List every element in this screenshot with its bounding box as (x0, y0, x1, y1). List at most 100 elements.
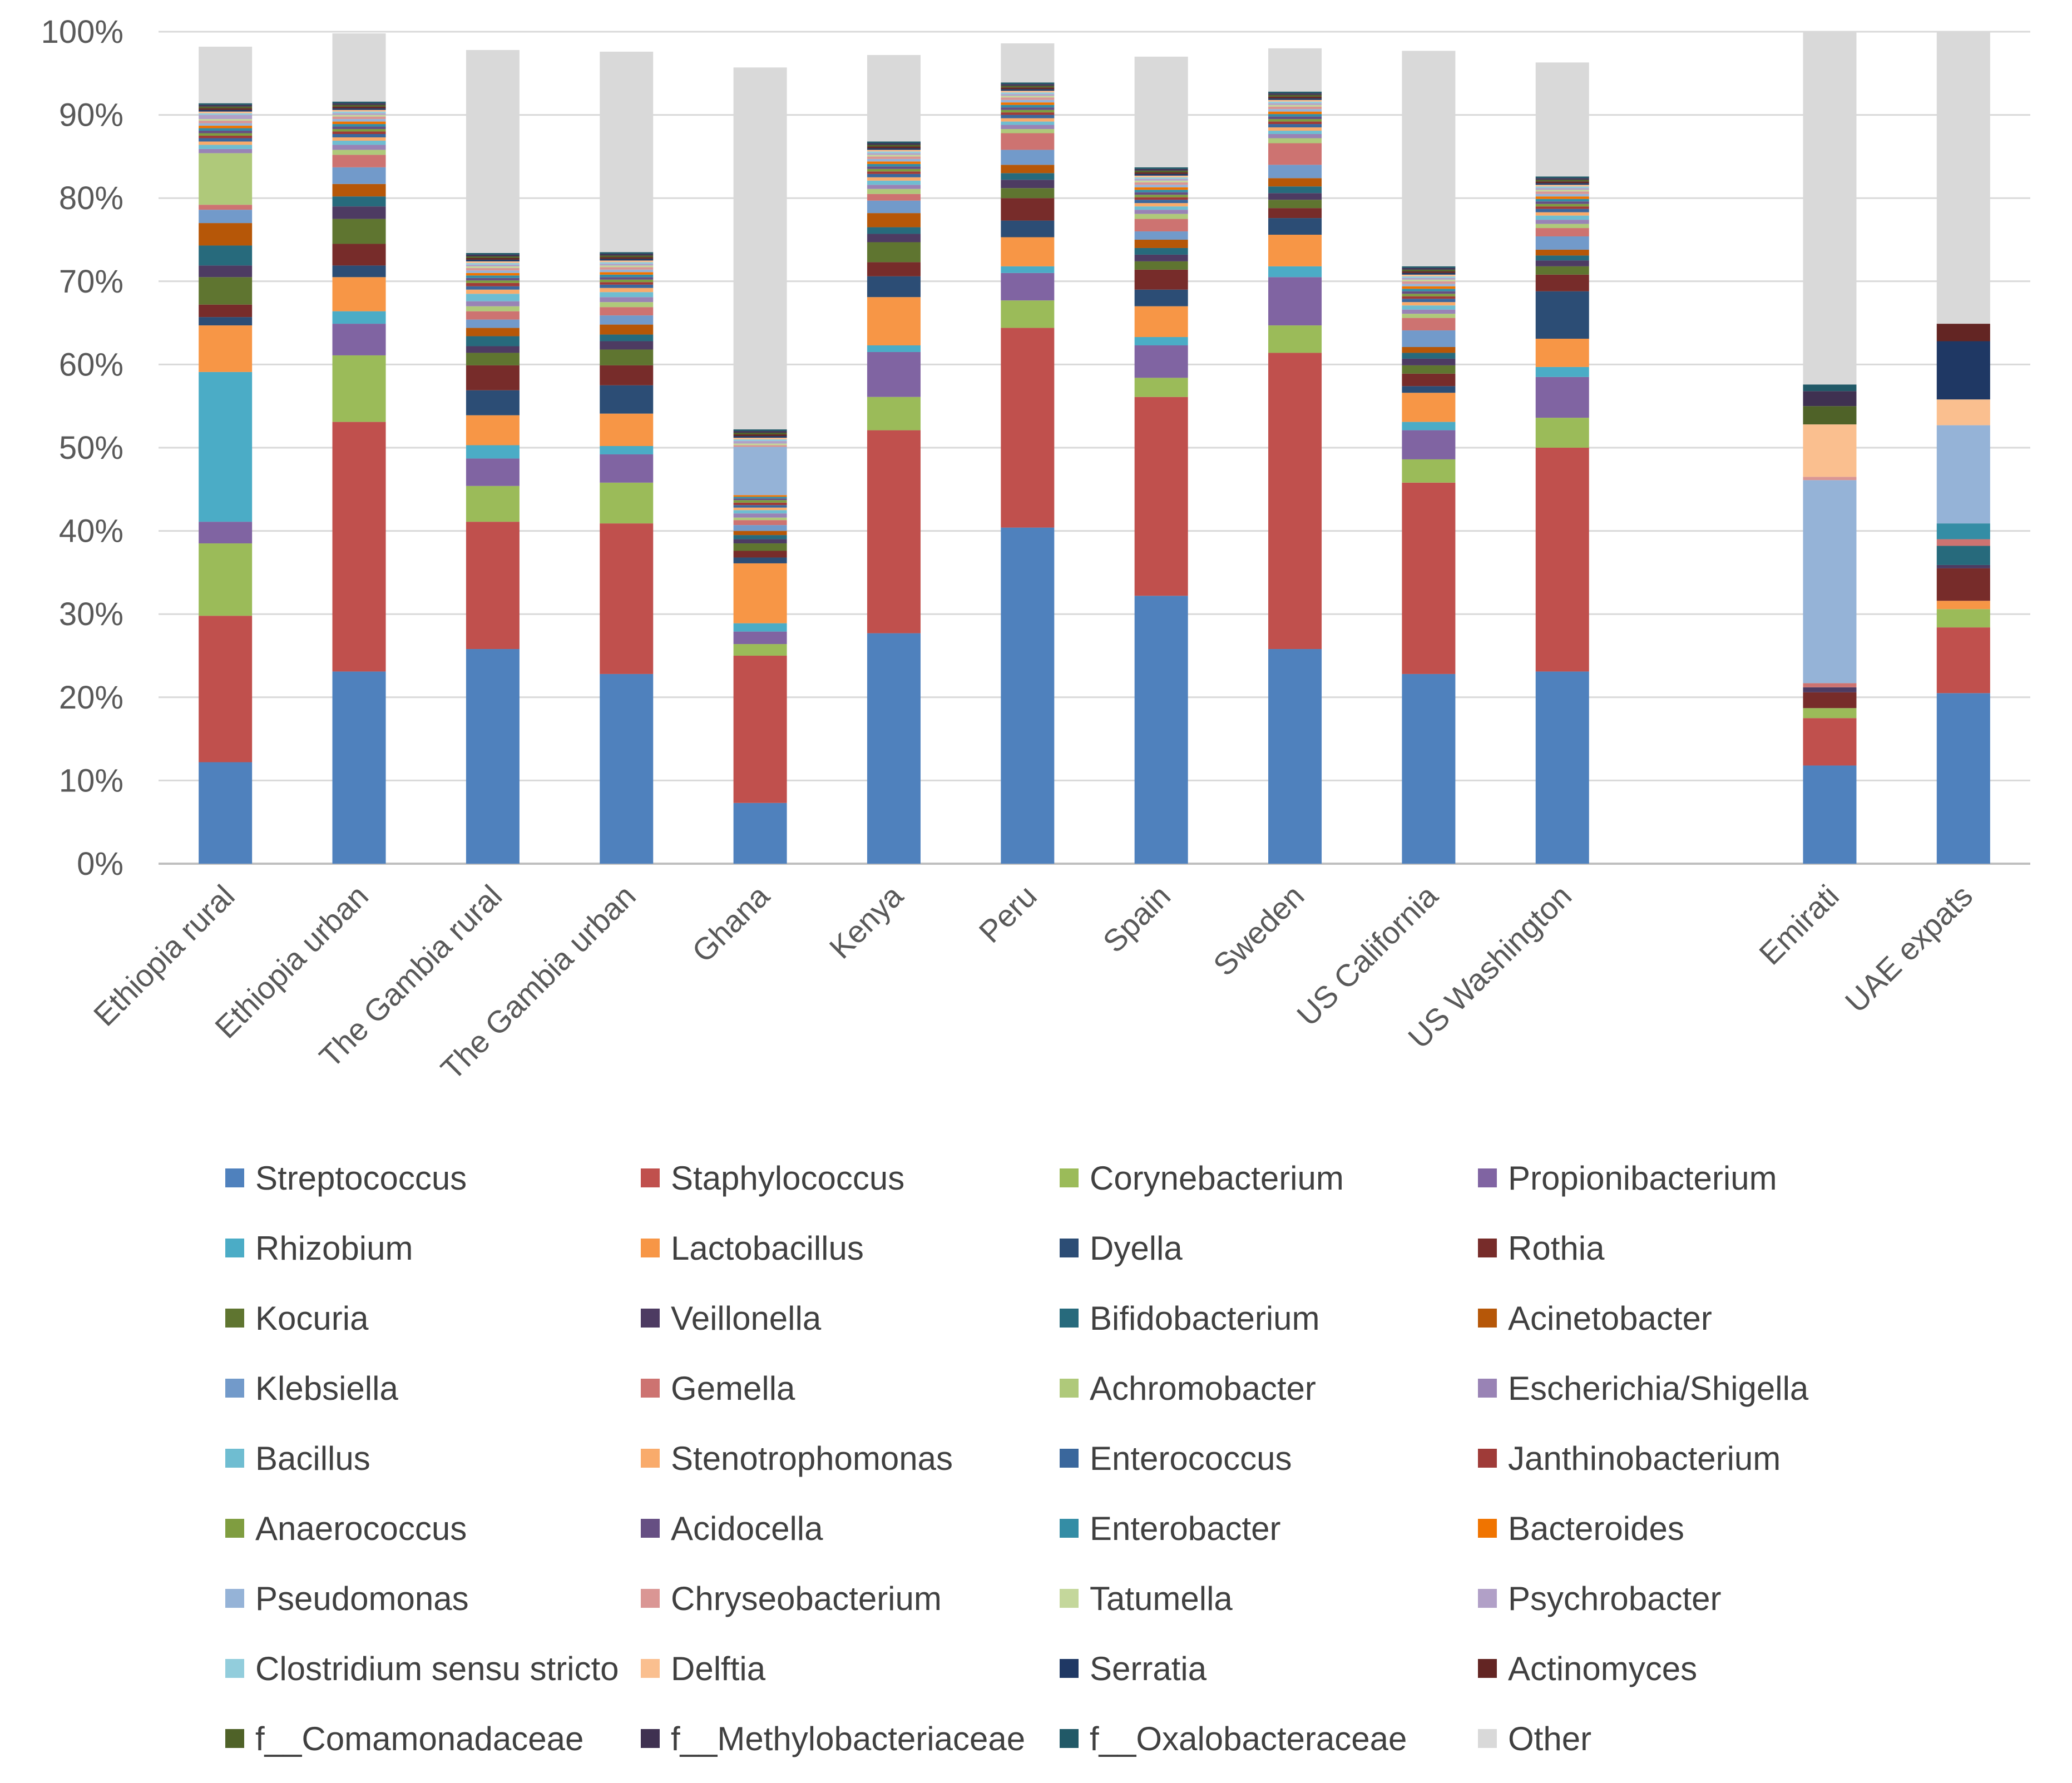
bar-segment (733, 498, 787, 501)
bar-segment (867, 161, 921, 164)
bar-segment (600, 274, 654, 278)
bar-segment (1134, 177, 1188, 179)
bar-segment (1936, 564, 1990, 568)
bar-segment (199, 145, 253, 149)
bar-segment (1268, 235, 1322, 266)
bar-segment (1134, 56, 1188, 167)
bar-segment (332, 131, 386, 135)
legend-swatch (1060, 1309, 1079, 1328)
bar-segment (1268, 131, 1322, 135)
bar-segment (466, 257, 520, 260)
bar-segment (199, 106, 253, 108)
bar-segment (1001, 82, 1055, 85)
bar-segment (1803, 424, 1857, 477)
bar-segment (1134, 337, 1188, 345)
legend-label: Dyella (1090, 1230, 1183, 1267)
bar-segment (600, 279, 654, 283)
bar-segment (199, 153, 253, 205)
bar-segment (199, 148, 253, 153)
bar-segment (1402, 302, 1456, 306)
legend-swatch (1060, 1168, 1079, 1187)
legend-swatch (225, 1449, 244, 1468)
bar-segment (1001, 198, 1055, 221)
bar-segment (466, 261, 520, 263)
legend-swatch (1060, 1589, 1079, 1608)
legend-label: Lactobacillus (671, 1230, 864, 1267)
bar-segment (600, 341, 654, 350)
bar-segment (332, 121, 386, 125)
legend-label: f__Methylobacteriaceae (671, 1720, 1025, 1757)
bar-segment (332, 140, 386, 145)
bar-segment (600, 288, 654, 293)
bar-segment (1001, 84, 1055, 86)
legend: Streptococcus Staphylococcus Corynebacteri… (225, 1160, 1809, 1757)
bar-segment (466, 270, 520, 273)
legend-label: Bifidobacterium (1090, 1300, 1320, 1337)
bar-segment (1134, 197, 1188, 200)
bar-segment (466, 415, 520, 445)
y-tick-label: 20% (59, 680, 123, 716)
legend-label: Psychrobacter (1508, 1580, 1722, 1617)
bar-segment (1936, 425, 1990, 524)
y-tick-label: 0% (77, 846, 123, 882)
legend-swatch (225, 1589, 244, 1608)
bar-segment (1134, 261, 1188, 270)
bar-segment (1402, 318, 1456, 331)
bar-segment (1001, 112, 1055, 115)
bar-segment (733, 436, 787, 438)
bar-segment (1268, 109, 1322, 112)
bar-segment (1402, 273, 1456, 275)
legend-swatch (1478, 1659, 1497, 1678)
bar-segment (466, 254, 520, 256)
bar-segment (1134, 187, 1188, 190)
bar-segment (466, 273, 520, 276)
bar-segment (733, 67, 787, 430)
legend-label: Bacillus (255, 1440, 370, 1477)
bar-segment (733, 505, 787, 508)
bar-segment (1268, 165, 1322, 179)
bar-segment (600, 284, 654, 288)
bar-segment (1535, 201, 1589, 204)
legend-label: Tatumella (1090, 1580, 1233, 1617)
bar-segment (1402, 422, 1456, 430)
bar-segment (1001, 125, 1055, 130)
bar-segment (867, 166, 921, 169)
y-tick-label: 60% (59, 346, 123, 383)
bar-segment (1134, 182, 1188, 185)
bar-segment (1001, 91, 1055, 93)
legend-swatch (225, 1168, 244, 1187)
bar-segment (733, 539, 787, 544)
bar-segment (600, 334, 654, 341)
x-tick-label: Ghana (685, 878, 777, 969)
bar-segment (1402, 346, 1456, 353)
y-tick-label: 80% (59, 180, 123, 216)
bar-segment (332, 155, 386, 167)
bar-segment (332, 106, 386, 108)
bar-segment (1268, 111, 1322, 115)
bar-segment (1001, 43, 1055, 83)
bar-segment (1535, 190, 1589, 192)
bar-segment (1535, 448, 1589, 672)
legend-swatch (1478, 1168, 1497, 1187)
legend-swatch (641, 1239, 660, 1257)
legend-label: Veillonella (671, 1300, 822, 1337)
bar-segment (733, 563, 787, 623)
bar-segment (1134, 185, 1188, 187)
bar-segment (1402, 314, 1456, 318)
legend-swatch (1060, 1239, 1079, 1257)
bar-segment (1535, 180, 1589, 182)
bar-segment (867, 276, 921, 298)
bar-segment (466, 311, 520, 320)
bar-segment (600, 259, 654, 261)
bar-segment (733, 445, 787, 447)
bar-segment (332, 311, 386, 324)
bar-segment (1402, 284, 1456, 286)
bar-segment (867, 633, 921, 864)
bar-segment (1803, 708, 1857, 719)
bar-segment (1268, 100, 1322, 102)
bar-segment (332, 137, 386, 141)
bar-segment (1001, 94, 1055, 96)
bar-segment (1936, 32, 1990, 324)
bar-segment (332, 277, 386, 311)
